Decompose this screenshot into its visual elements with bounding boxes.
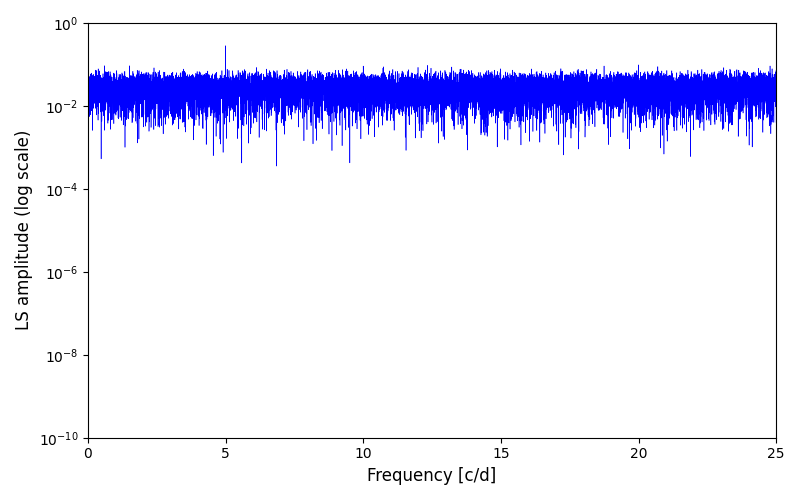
Y-axis label: LS amplitude (log scale): LS amplitude (log scale) <box>15 130 33 330</box>
X-axis label: Frequency [c/d]: Frequency [c/d] <box>367 467 497 485</box>
